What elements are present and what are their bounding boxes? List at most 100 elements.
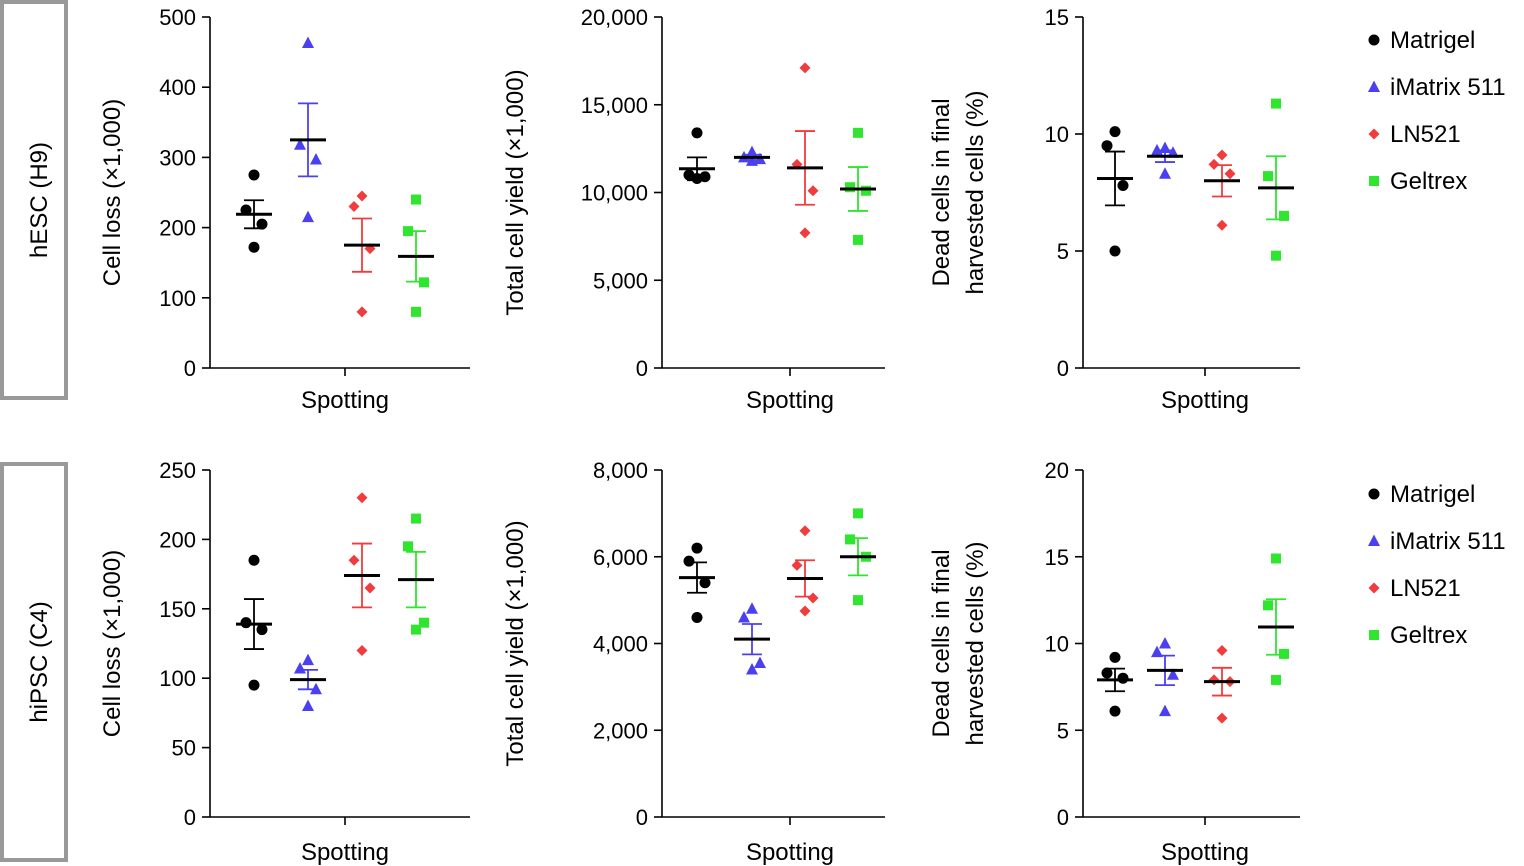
data-point: [356, 306, 368, 318]
data-point: [1151, 645, 1163, 658]
legend-label: Matrigel: [1390, 27, 1475, 54]
data-point: [746, 663, 758, 675]
data-point: [348, 201, 360, 213]
legend-marker: [1369, 176, 1379, 186]
data-point: [1109, 651, 1121, 663]
panel-hiPSC-total-yield: 0 2,000 4,000 6,000 8,000 Spotting Total cell …: [502, 458, 885, 866]
data-point: [1216, 149, 1228, 161]
data-point: [310, 153, 322, 165]
panel-hESC-dead-cells: 0 5 10 15 Spotting Dead cells in final harvest…: [928, 5, 1300, 414]
y-axis-label: Cell loss (×1,000): [99, 99, 126, 286]
series-imatrix-511: [290, 653, 326, 711]
data-point: [791, 559, 803, 571]
legend-item: LN521: [1368, 121, 1461, 148]
legend-marker: [1368, 488, 1380, 500]
data-point: [294, 138, 306, 150]
y-tick-label: 20: [1045, 458, 1069, 483]
series-matrigel: [1097, 651, 1133, 717]
y-tick-label: 100: [159, 286, 196, 311]
y-tick-label: 300: [159, 145, 196, 170]
legend-top: Matrigel iMatrix 511 LN521 Geltrex: [1368, 27, 1506, 195]
y-tick-label: 50: [172, 736, 196, 761]
y-tick-label: 10: [1045, 122, 1069, 147]
series-geltrex: [1258, 553, 1294, 685]
data-point: [419, 617, 429, 628]
y-tick-label: 0: [184, 805, 196, 830]
data-point: [1151, 143, 1163, 156]
data-point: [1101, 667, 1113, 679]
series-matrigel: [679, 542, 715, 623]
y-tick-label: 200: [159, 216, 196, 241]
data-point: [691, 172, 703, 184]
series-ln521: [344, 190, 380, 318]
y-tick-label: 200: [159, 527, 196, 552]
data-point: [1208, 158, 1220, 170]
series-matrigel: [236, 169, 272, 253]
data-point: [691, 127, 703, 139]
data-point: [1271, 98, 1281, 109]
y-tick-label: 15: [1045, 545, 1069, 570]
data-point: [302, 36, 314, 48]
y-tick-label: 5: [1057, 239, 1069, 264]
data-point: [248, 241, 260, 253]
data-point: [799, 605, 811, 617]
legend-label: LN521: [1390, 121, 1461, 148]
data-point: [691, 611, 703, 623]
y-tick-label: 0: [636, 805, 648, 830]
data-point: [294, 661, 306, 674]
x-axis-label: Spotting: [1161, 839, 1249, 866]
y-tick-label: 6,000: [593, 545, 648, 570]
x-axis-label: Spotting: [301, 839, 389, 866]
data-point: [1117, 672, 1129, 684]
y-tick-label: 15: [1045, 5, 1069, 30]
data-point: [411, 194, 421, 205]
y-tick-label: 5,000: [593, 268, 648, 293]
data-point: [302, 699, 314, 711]
data-point: [1101, 140, 1113, 152]
legend-label: iMatrix 511: [1390, 528, 1506, 555]
data-point: [861, 185, 871, 196]
y-tick-label: 8,000: [593, 458, 648, 483]
data-point: [356, 190, 368, 202]
data-point: [799, 62, 811, 74]
data-point: [853, 234, 863, 245]
legend-marker: [1368, 128, 1380, 140]
data-point: [799, 525, 811, 537]
data-point: [807, 592, 819, 604]
data-point: [1263, 600, 1273, 611]
legend-label: LN521: [1390, 575, 1461, 602]
legend-item: Matrigel: [1368, 481, 1475, 508]
legend-marker: [1368, 534, 1380, 546]
series-geltrex: [398, 194, 434, 317]
y-tick-label: 100: [159, 666, 196, 691]
y-axis-label: Dead cells in final: [928, 98, 955, 286]
y-tick-label: 4,000: [593, 632, 648, 657]
data-point: [853, 508, 863, 519]
data-point: [1263, 171, 1273, 182]
x-axis-label: Spotting: [1161, 387, 1249, 414]
y-axis-label: Cell loss (×1,000): [99, 550, 126, 737]
data-point: [248, 169, 260, 181]
y-tick-label: 10: [1045, 632, 1069, 657]
data-point: [799, 227, 811, 239]
row-label-top: hESC (H9): [26, 142, 53, 258]
data-point: [356, 644, 368, 656]
series-imatrix-511: [1147, 141, 1183, 179]
legend-marker: [1369, 630, 1379, 640]
legend-item: iMatrix 511: [1368, 74, 1506, 101]
row-label-box-bottom: [0, 462, 68, 862]
y-tick-label: 0: [184, 356, 196, 381]
data-point: [411, 624, 421, 635]
legend-marker: [1368, 80, 1380, 92]
y-axis-label: Dead cells in final: [928, 549, 955, 737]
legend-item: Matrigel: [1368, 27, 1475, 54]
x-axis-label: Spotting: [746, 387, 834, 414]
legend-item: LN521: [1368, 575, 1461, 602]
data-point: [807, 185, 819, 197]
series-ln521: [344, 492, 380, 656]
y-tick-label: 400: [159, 75, 196, 100]
data-point: [1117, 179, 1129, 191]
y-axis-label: Total cell yield (×1,000): [502, 69, 529, 315]
data-point: [1279, 210, 1289, 221]
y-tick-label: 15,000: [581, 93, 648, 118]
